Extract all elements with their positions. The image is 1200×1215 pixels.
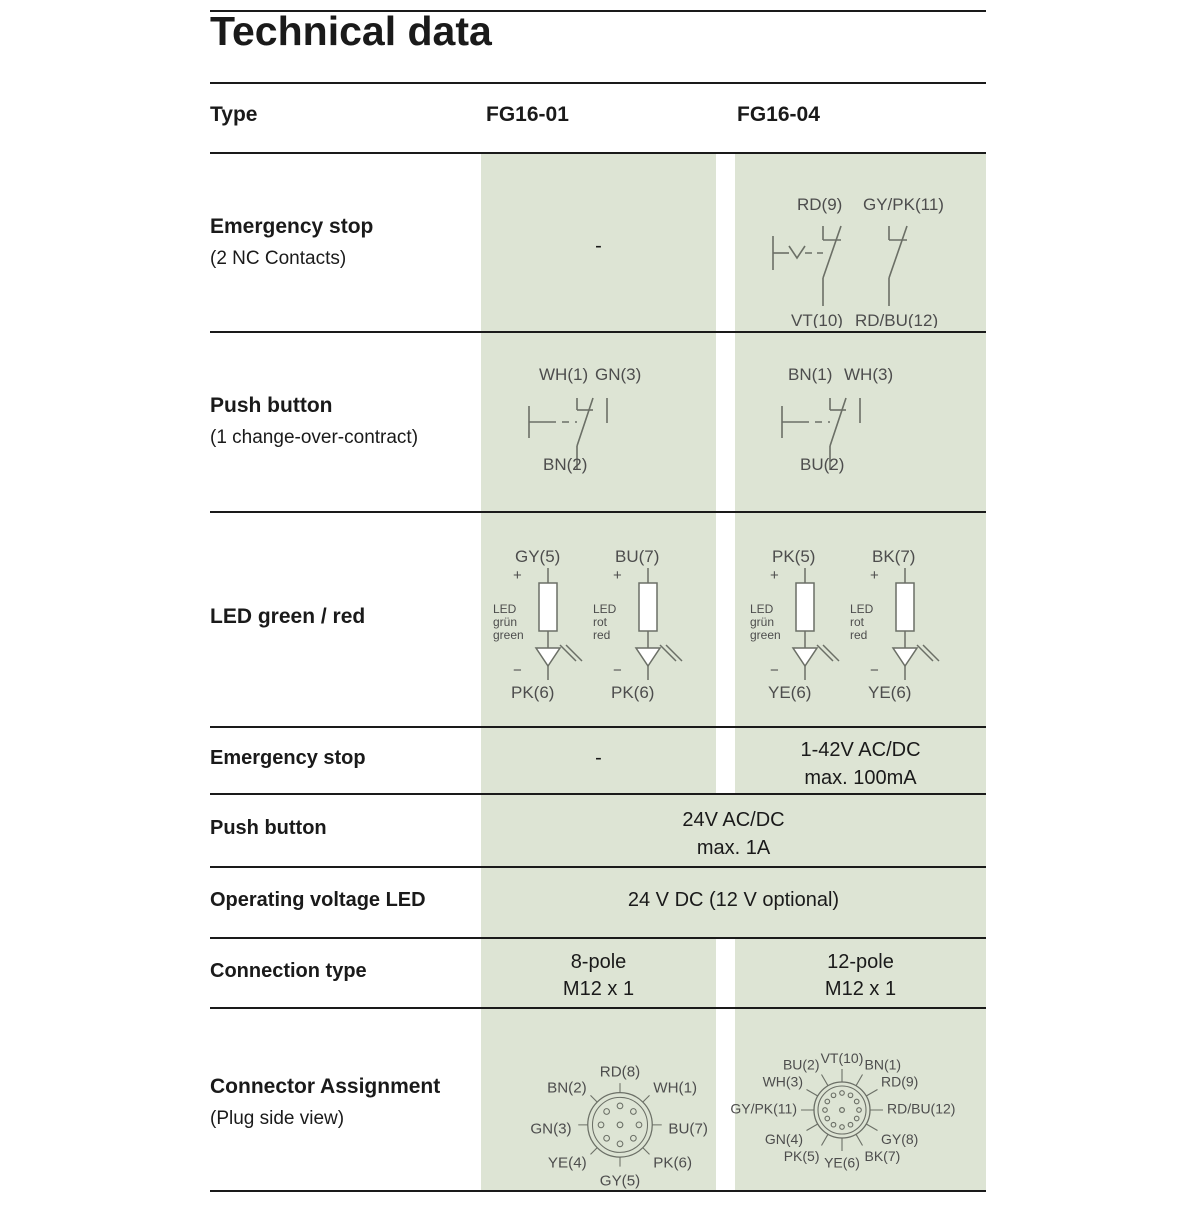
svg-text:WH(1): WH(1) <box>653 1080 697 1097</box>
svg-text:BK(7): BK(7) <box>865 1148 901 1164</box>
svg-text:+: + <box>870 567 879 584</box>
svg-text:red: red <box>593 628 610 642</box>
svg-text:WH(1): WH(1) <box>539 365 588 384</box>
svg-text:BU(2): BU(2) <box>800 455 844 474</box>
svg-text:BN(1): BN(1) <box>788 365 832 384</box>
svg-text:RD(9): RD(9) <box>881 1074 918 1090</box>
svg-text:YE(6): YE(6) <box>768 683 811 702</box>
svg-text:BK(7): BK(7) <box>872 548 915 566</box>
svg-text:GY(5): GY(5) <box>600 1173 640 1190</box>
svg-text:VT(10): VT(10) <box>791 311 843 328</box>
svg-text:YE(6): YE(6) <box>868 683 911 702</box>
svg-text:PK(6): PK(6) <box>511 683 554 702</box>
svg-text:BU(2): BU(2) <box>783 1056 820 1072</box>
svg-text:PK(6): PK(6) <box>653 1155 692 1172</box>
svg-text:LED: LED <box>850 602 874 616</box>
svg-text:+: + <box>770 567 779 584</box>
svg-text:RD(8): RD(8) <box>600 1063 640 1080</box>
svg-text:GY/PK(11): GY/PK(11) <box>863 195 944 214</box>
svg-text:BU(7): BU(7) <box>615 548 659 566</box>
svg-text:GY(8): GY(8) <box>881 1131 918 1147</box>
svg-text:grün: grün <box>750 615 774 629</box>
svg-text:+: + <box>613 567 622 584</box>
svg-text:VT(10): VT(10) <box>821 1050 864 1066</box>
svg-text:PK(5): PK(5) <box>772 548 815 566</box>
svg-text:YE(4): YE(4) <box>548 1155 587 1172</box>
svg-text:BU(7): BU(7) <box>668 1121 708 1138</box>
svg-text:GY/PK(11): GY/PK(11) <box>730 1101 797 1117</box>
svg-text:BN(1): BN(1) <box>865 1056 902 1072</box>
svg-text:LED: LED <box>593 602 617 616</box>
svg-text:−: − <box>770 662 779 679</box>
svg-text:grün: grün <box>493 615 517 629</box>
svg-text:PK(6): PK(6) <box>611 683 654 702</box>
svg-text:rot: rot <box>593 615 608 629</box>
svg-text:GN(3): GN(3) <box>595 365 641 384</box>
svg-text:RD/BU(12): RD/BU(12) <box>855 311 938 328</box>
svg-text:LED: LED <box>750 602 774 616</box>
svg-text:GN(3): GN(3) <box>530 1121 571 1138</box>
svg-text:GY(5): GY(5) <box>515 548 560 566</box>
svg-text:YE(6): YE(6) <box>824 1154 860 1170</box>
svg-text:RD/BU(12): RD/BU(12) <box>887 1101 955 1117</box>
svg-text:+: + <box>513 567 522 584</box>
svg-text:WH(3): WH(3) <box>844 365 893 384</box>
svg-text:green: green <box>750 628 781 642</box>
svg-text:green: green <box>493 628 524 642</box>
svg-text:GN(4): GN(4) <box>765 1131 803 1147</box>
svg-text:RD(9): RD(9) <box>797 195 842 214</box>
svg-text:WH(3): WH(3) <box>763 1074 803 1090</box>
svg-text:−: − <box>870 662 879 679</box>
svg-text:BN(2): BN(2) <box>543 455 587 474</box>
svg-text:BN(2): BN(2) <box>547 1080 587 1097</box>
svg-text:−: − <box>613 662 622 679</box>
svg-text:LED: LED <box>493 602 517 616</box>
svg-text:rot: rot <box>850 615 865 629</box>
svg-text:red: red <box>850 628 867 642</box>
svg-text:PK(5): PK(5) <box>784 1148 820 1164</box>
svg-text:−: − <box>513 662 522 679</box>
